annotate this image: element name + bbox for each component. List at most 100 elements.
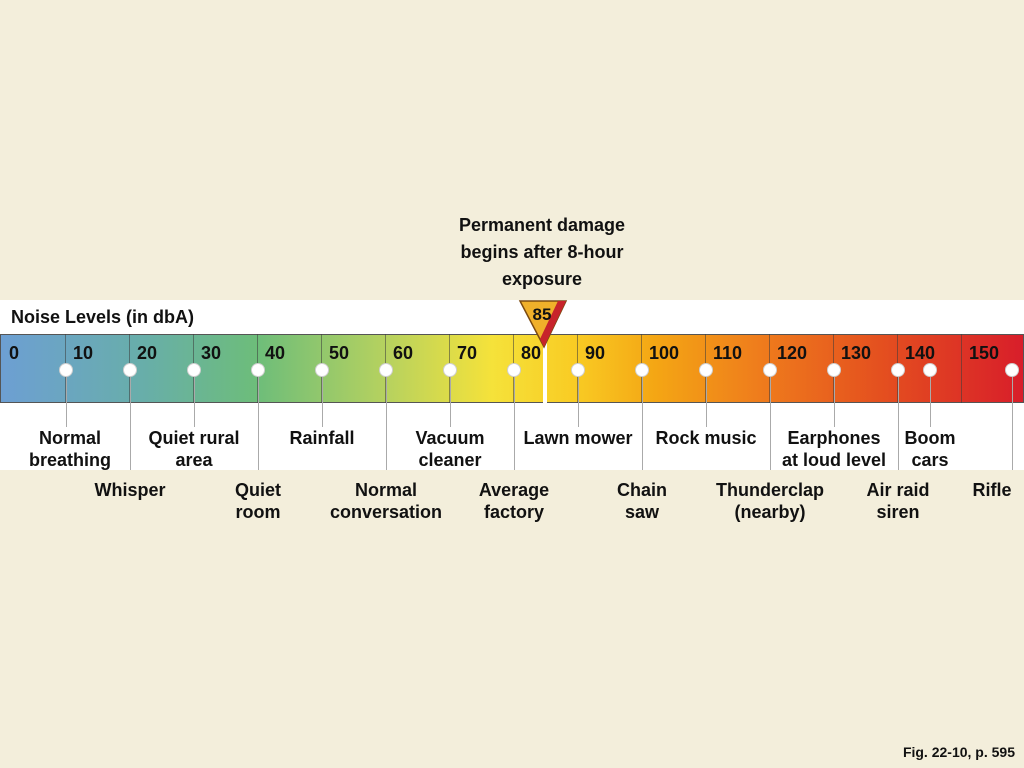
level-pin-dot <box>187 363 201 377</box>
noise-source-line2: cars <box>911 450 949 470</box>
noise-source-line1: Chain <box>616 480 667 500</box>
noise-source-line1: Quiet rural <box>148 428 240 448</box>
level-pin-stem <box>450 377 451 427</box>
level-pin-stem <box>322 377 323 427</box>
noise-source-label: Vacuum cleaner <box>380 427 520 471</box>
level-pin-stem <box>386 377 387 470</box>
damage-threshold-line <box>543 340 547 403</box>
tick-label: 10 <box>73 343 94 363</box>
noise-source-line1: Vacuum <box>415 428 485 448</box>
noise-source-line2: conversation <box>329 502 443 522</box>
level-pin-dot <box>59 363 73 377</box>
level-pin-dot <box>827 363 841 377</box>
noise-source-label: Earphones at loud level <box>764 427 904 471</box>
level-pin-dot <box>123 363 137 377</box>
damage-note-line1: Permanent damage <box>458 215 626 235</box>
noise-source-line1: Earphones <box>787 428 881 448</box>
noise-source-line2: area <box>175 450 213 470</box>
noise-source-label: Air raid siren <box>828 479 968 523</box>
noise-source-line1: Thunderclap <box>715 480 824 500</box>
noise-source-label: Normal breathing <box>0 427 140 471</box>
tick-label: 150 <box>969 343 1000 363</box>
noise-source-line1: Air raid <box>866 480 930 500</box>
noise-source-line2: breathing <box>28 450 111 470</box>
level-pin-dot <box>1005 363 1019 377</box>
tick-label: 30 <box>201 343 222 363</box>
noise-source-line1: Whisper <box>94 480 166 500</box>
noise-source-label: Lawn mower <box>508 427 648 449</box>
figure-caption: Fig. 22-10, p. 595 <box>902 744 1015 760</box>
noise-source-line2: factory <box>483 502 545 522</box>
noise-source-label: Whisper <box>60 479 200 501</box>
level-pin-stem <box>930 377 931 427</box>
level-pin-stem <box>770 377 771 470</box>
tick-label: 90 <box>585 343 606 363</box>
tick-label: 100 <box>649 343 680 363</box>
damage-note: Permanent damage begins after 8-hour exp… <box>432 212 652 293</box>
level-pin-dot <box>507 363 521 377</box>
noise-source-line1: Rifle <box>972 480 1012 500</box>
damage-marker-icon <box>518 300 568 349</box>
noise-source-label: Thunderclap (nearby) <box>700 479 840 523</box>
tick-label: 110 <box>713 343 743 363</box>
level-pin-stem <box>514 377 515 470</box>
scale-title: Noise Levels (in dbA) <box>11 307 195 327</box>
level-pin-dot <box>763 363 777 377</box>
noise-source-line2: (nearby) <box>734 502 806 522</box>
scale-segment-divider <box>961 334 962 403</box>
noise-source-label: Normal conversation <box>316 479 456 523</box>
noise-source-line2: room <box>235 502 281 522</box>
noise-source-line1: Rainfall <box>289 428 355 448</box>
level-pin-dot <box>923 363 937 377</box>
noise-source-label: Rainfall <box>252 427 392 449</box>
damage-note-line3: exposure <box>501 269 583 289</box>
level-pin-stem <box>194 377 195 427</box>
noise-source-label: Boom cars <box>860 427 1000 471</box>
tick-label: 20 <box>137 343 158 363</box>
noise-source-label: Average factory <box>444 479 584 523</box>
level-pin-dot <box>891 363 905 377</box>
noise-source-label: Chain saw <box>572 479 712 523</box>
level-pin-stem <box>258 377 259 470</box>
tick-label: 50 <box>329 343 350 363</box>
label-band <box>0 403 1024 470</box>
damage-note-line2: begins after 8-hour <box>460 242 624 262</box>
noise-source-line1: Normal <box>354 480 417 500</box>
noise-source-line2: cleaner <box>418 450 482 470</box>
level-pin-stem <box>706 377 707 427</box>
level-pin-stem <box>130 377 131 470</box>
damage-threshold-value: 85 <box>532 305 552 324</box>
level-pin-stem <box>898 377 899 470</box>
noise-source-line2: saw <box>624 502 660 522</box>
noise-source-label: Quiet room <box>188 479 328 523</box>
noise-source-line1: Average <box>478 480 550 500</box>
tick-label: 120 <box>777 343 808 363</box>
level-pin-dot <box>379 363 393 377</box>
noise-source-label: Rifle <box>922 479 1024 501</box>
level-pin-dot <box>699 363 713 377</box>
noise-source-line2: at loud level <box>781 450 887 470</box>
level-pin-dot <box>251 363 265 377</box>
noise-source-label: Quiet rural area <box>124 427 264 471</box>
noise-source-line2: siren <box>876 502 920 522</box>
level-pin-dot <box>571 363 585 377</box>
level-pin-stem <box>642 377 643 470</box>
tick-label: 40 <box>265 343 286 363</box>
level-pin-dot <box>635 363 649 377</box>
noise-source-line1: Lawn mower <box>523 428 633 448</box>
top-band <box>0 300 1024 334</box>
level-pin-dot <box>315 363 329 377</box>
level-pin-stem <box>578 377 579 427</box>
noise-source-line1: Quiet <box>234 480 281 500</box>
tick-label: 60 <box>393 343 414 363</box>
level-pin-stem <box>1012 377 1013 470</box>
tick-label: 0 <box>9 343 20 363</box>
level-pin-stem <box>66 377 67 427</box>
tick-label: 70 <box>457 343 478 363</box>
noise-scale-bar <box>0 334 1024 403</box>
noise-source-line1: Normal <box>38 428 101 448</box>
level-pin-dot <box>443 363 457 377</box>
noise-source-label: Rock music <box>636 427 776 449</box>
noise-source-line1: Rock music <box>655 428 757 448</box>
tick-label: 130 <box>841 343 872 363</box>
